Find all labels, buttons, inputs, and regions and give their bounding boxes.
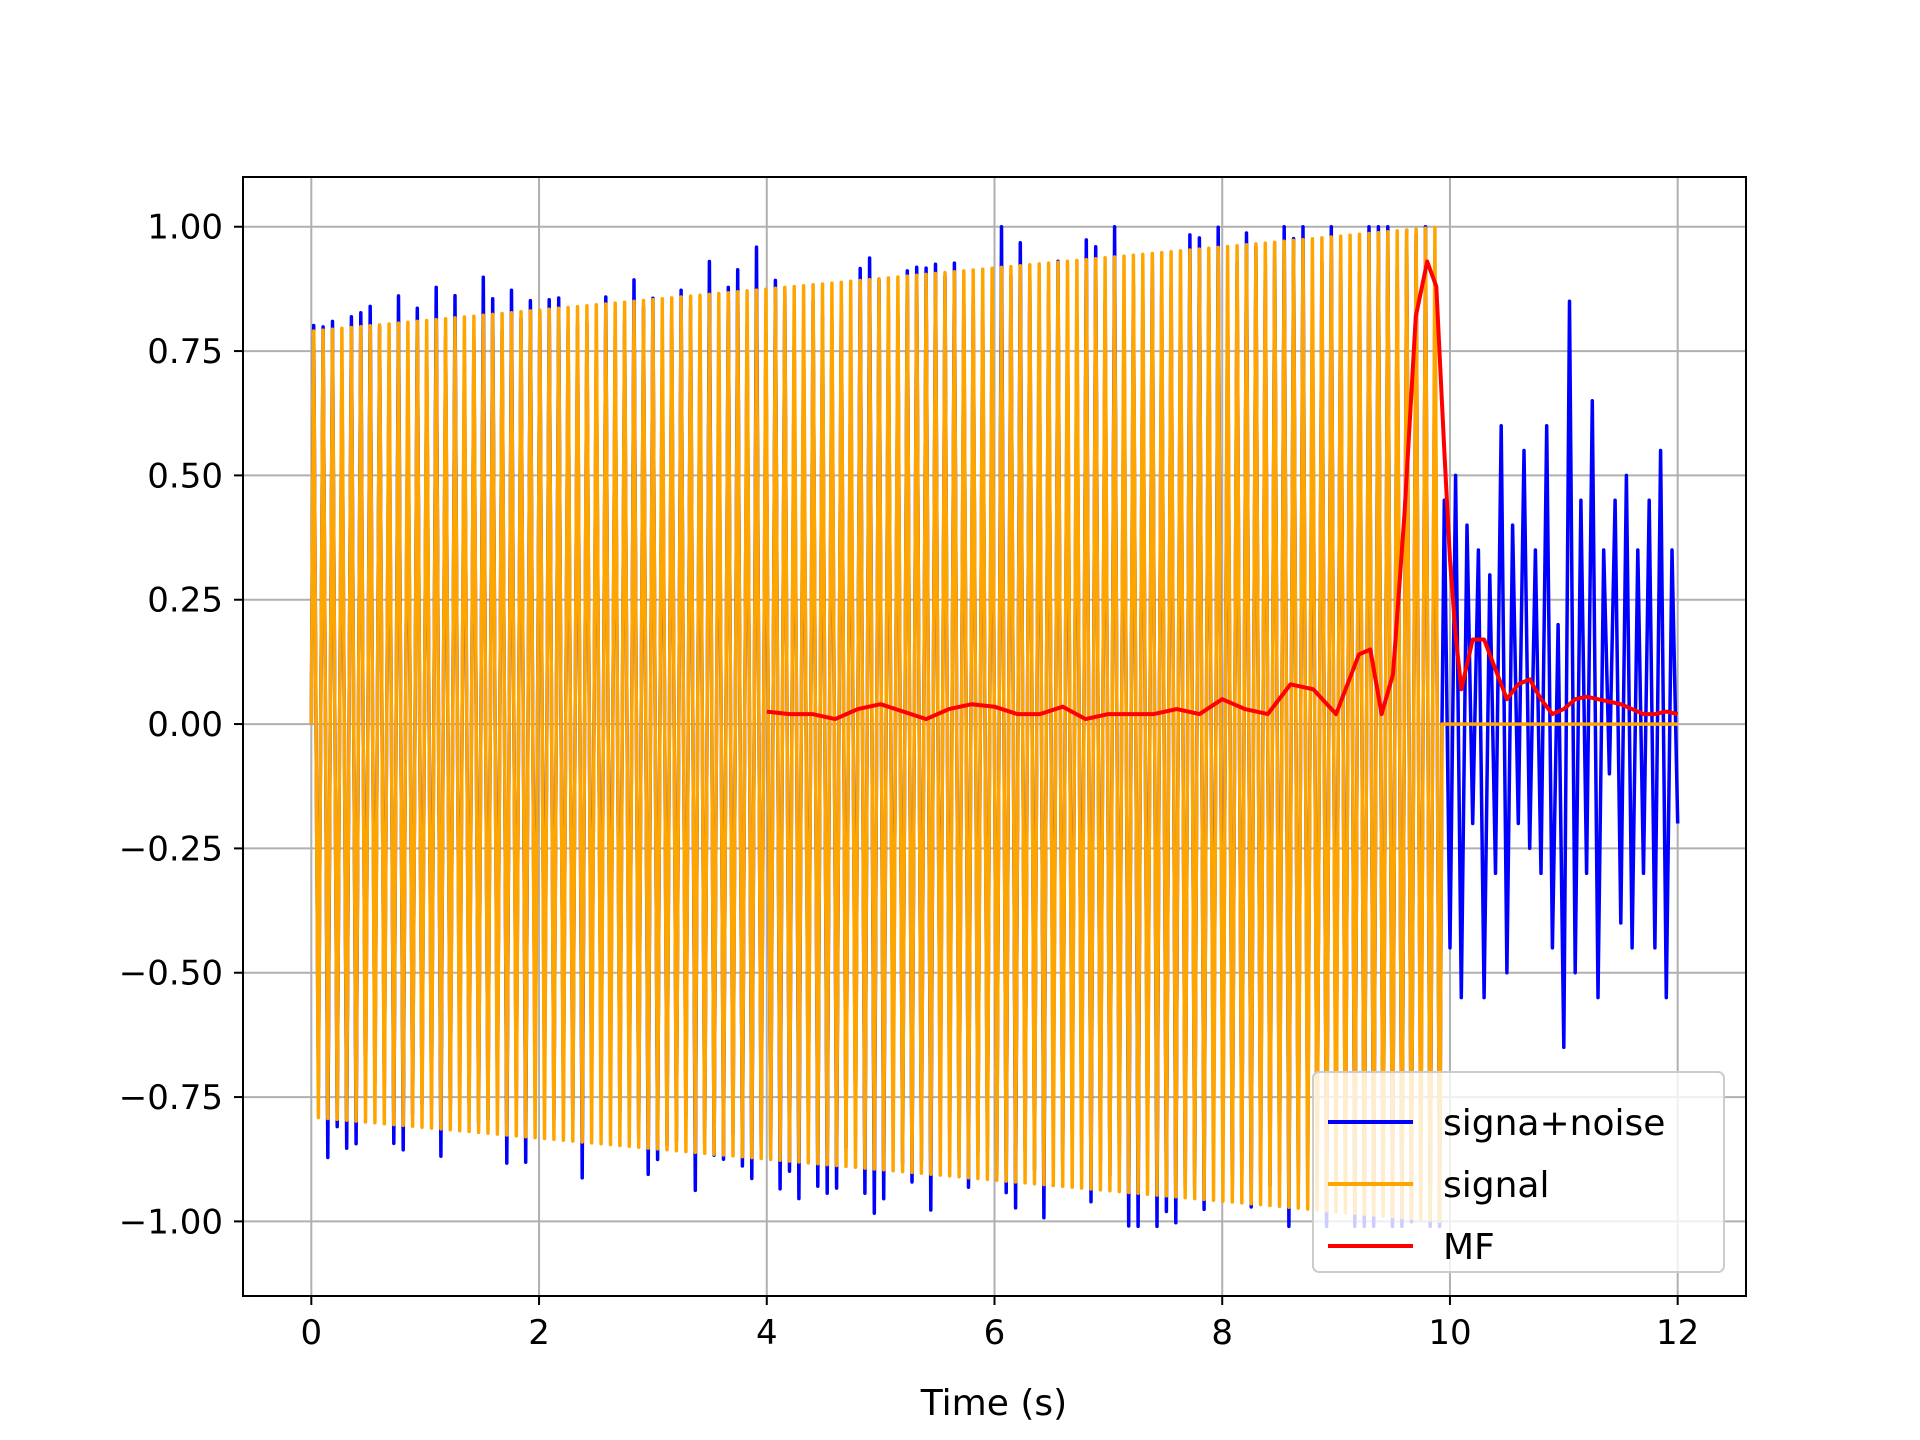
x-tick-label: 0 — [300, 1313, 322, 1353]
y-tick-label: 0.00 — [147, 705, 223, 745]
y-tick-label: 0.75 — [147, 332, 223, 372]
legend-label: signal — [1443, 1165, 1550, 1206]
legend-box — [1312, 1071, 1725, 1273]
y-tick-label: −1.00 — [119, 1202, 223, 1242]
x-tick-label: 8 — [1211, 1313, 1233, 1353]
legend-label: signa+noise — [1443, 1103, 1665, 1144]
x-tick-label: 12 — [1656, 1313, 1699, 1353]
y-tick-label: 0.25 — [147, 581, 223, 621]
y-tick-label: −0.50 — [119, 954, 223, 994]
y-tick-label: 1.00 — [147, 208, 223, 248]
y-tick-label: −0.75 — [119, 1078, 223, 1118]
series-line-mf — [766, 259, 1679, 722]
y-tick-label: −0.25 — [119, 829, 223, 869]
x-tick-label: 6 — [984, 1313, 1006, 1353]
legend-label: MF — [1443, 1227, 1495, 1268]
ticks: 0 2 4 6 8 10 12 1.00 0.75 0.50 0.25 0.00 −0.25 −0.50 −… — [119, 208, 1700, 1353]
x-tick-label: 10 — [1428, 1313, 1471, 1353]
x-tick-label: 2 — [528, 1313, 550, 1353]
x-tick-label: 4 — [756, 1313, 778, 1353]
legend: signa+noise signal MF — [1312, 1071, 1725, 1273]
series-line-signal — [309, 225, 1678, 1223]
x-axis-label: Time (s) — [920, 1383, 1067, 1424]
y-tick-label: 0.50 — [147, 456, 223, 496]
